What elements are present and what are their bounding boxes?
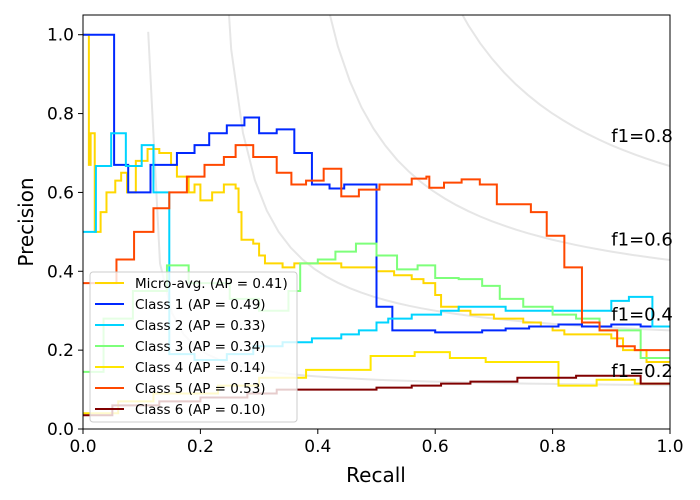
legend-label: Class 3 (AP = 0.34) xyxy=(135,339,266,355)
legend-box xyxy=(89,271,298,423)
y-axis-label: Precision xyxy=(14,177,38,266)
plot-frame xyxy=(82,14,671,430)
legend-label: Class 4 (AP = 0.14) xyxy=(135,360,266,376)
iso-f1-curve xyxy=(328,15,670,261)
iso-f1-label: f1=0.4 xyxy=(611,304,673,325)
y-tick-label: 0.4 xyxy=(47,262,74,282)
legend-label: Class 1 (AP = 0.49) xyxy=(135,297,266,313)
axis-ticks: 0.0 0.2 0.4 0.6 0.8 1.0 0.0 0.2 0.4 0.6 0.8 1.0 xyxy=(47,26,684,457)
y-tick-label: 0.6 xyxy=(47,183,74,203)
iso-f1-label: f1=0.8 xyxy=(611,126,673,147)
x-tick-label: 0.0 xyxy=(69,437,96,457)
x-tick-label: 0.4 xyxy=(304,437,331,457)
x-axis-label: Recall xyxy=(346,463,406,487)
series-line xyxy=(83,132,670,361)
y-tick-label: 1.0 xyxy=(47,26,74,46)
iso-f1-label: f1=0.2 xyxy=(611,361,673,382)
x-tick-label: 0.8 xyxy=(539,437,566,457)
y-tick-label: 0.0 xyxy=(47,420,74,440)
x-tick-label: 0.2 xyxy=(187,437,214,457)
iso-f1-label: f1=0.6 xyxy=(611,230,673,251)
x-tick-label: 0.6 xyxy=(422,437,449,457)
legend-label: Class 5 (AP = 0.53) xyxy=(135,381,266,397)
legend-label: Micro-avg. (AP = 0.41) xyxy=(135,276,288,292)
iso-f1-curve xyxy=(461,15,670,168)
legend-label: Class 6 (AP = 0.10) xyxy=(135,402,266,418)
y-tick-label: 0.2 xyxy=(47,341,74,361)
series-line xyxy=(83,144,670,352)
series-line xyxy=(83,33,670,363)
y-tick-label: 0.8 xyxy=(47,105,74,125)
legend-label: Class 2 (AP = 0.33) xyxy=(135,318,266,334)
x-tick-label: 1.0 xyxy=(656,437,683,457)
series-line xyxy=(83,33,670,334)
legend: Micro-avg. (AP = 0.41) Class 1 (AP = 0.49… xyxy=(89,271,298,423)
